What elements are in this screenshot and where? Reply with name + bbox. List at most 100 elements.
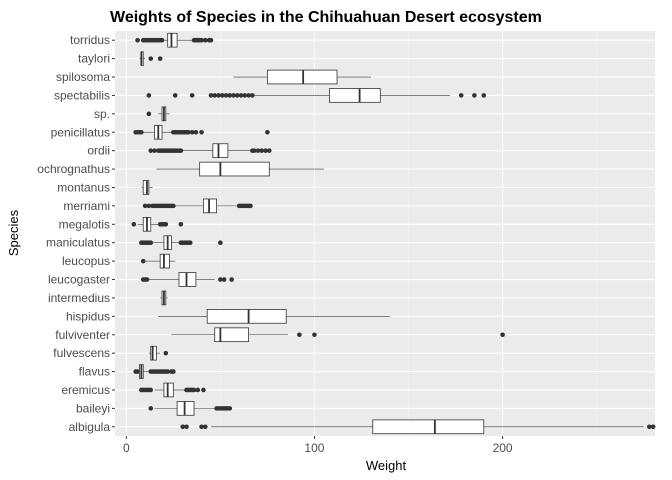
outlier-point — [216, 93, 221, 98]
outlier-point — [231, 93, 236, 98]
box-fulvescens — [148, 345, 169, 361]
outlier-point — [203, 424, 208, 430]
box-iqr — [203, 198, 218, 214]
y-tick-label: hispidus — [66, 309, 110, 323]
box-spectabilis — [146, 88, 487, 103]
y-tick-label: fulvescens — [53, 346, 110, 360]
box-torridus — [135, 32, 214, 48]
outlier-point — [131, 221, 137, 227]
boxes-group — [131, 32, 656, 435]
box-iqr — [176, 401, 195, 416]
y-tick-label: taylori — [78, 52, 110, 66]
outlier-point — [246, 93, 251, 98]
box-spilosoma — [233, 69, 371, 85]
y-tick-label: leucogaster — [48, 273, 110, 287]
outlier-point — [189, 129, 195, 135]
outlier-point — [227, 406, 233, 411]
outlier-point — [171, 369, 176, 374]
outlier-point — [212, 93, 218, 98]
outlier-point — [500, 332, 505, 338]
outlier-point — [165, 369, 170, 374]
x-tick-label: 100 — [304, 441, 324, 455]
outlier-point — [193, 129, 199, 135]
outlier-point — [135, 369, 140, 374]
box-megalotis — [131, 216, 184, 232]
outlier-point — [163, 221, 169, 227]
box-iqr — [372, 419, 485, 435]
outlier-point — [265, 129, 270, 135]
outlier-point — [178, 148, 184, 153]
outlier-point — [189, 93, 195, 98]
y-tick-label: penicillatus — [51, 125, 110, 139]
box-iqr — [178, 272, 197, 287]
outlier-point — [218, 240, 223, 246]
outlier-point — [157, 56, 163, 61]
outlier-point — [266, 148, 272, 153]
y-tick-label: sp. — [94, 107, 110, 121]
y-tick-label: albigula — [69, 420, 111, 434]
box-iqr — [214, 327, 249, 343]
outlier-point — [259, 148, 265, 153]
outlier-point — [481, 93, 487, 98]
outlier-point — [152, 148, 157, 153]
outlier-point — [146, 93, 152, 98]
y-tick-labels: torridus taylori spilosoma spectabilis sp. pe… — [37, 33, 115, 434]
x-tick-label: 200 — [493, 441, 513, 455]
outlier-point — [650, 424, 656, 430]
box-hispidus — [158, 309, 390, 324]
outlier-point — [140, 258, 146, 264]
outlier-point — [139, 129, 144, 135]
y-tick-label: fulviventer — [55, 328, 110, 342]
outlier-point — [227, 93, 233, 98]
outlier-point — [146, 111, 152, 117]
y-tick-label: ordii — [87, 144, 110, 158]
outlier-point — [223, 93, 229, 98]
outlier-point — [144, 277, 150, 282]
box-iqr — [199, 161, 270, 177]
y-tick-label: maniculatus — [46, 236, 110, 250]
outlier-point — [148, 387, 154, 393]
outlier-point — [208, 37, 214, 43]
box-ochrognathus — [156, 161, 324, 177]
outlier-point — [180, 424, 186, 430]
outlier-point — [172, 93, 178, 98]
outlier-point — [238, 93, 244, 98]
box-albigula — [180, 419, 656, 435]
outlier-point — [234, 93, 240, 98]
y-tick-label: eremicus — [61, 383, 110, 397]
box-iqr — [267, 69, 338, 85]
box-taylori — [139, 51, 163, 66]
box-iqr — [159, 253, 170, 269]
outlier-point — [458, 93, 464, 98]
y-axis-title: Species — [6, 209, 21, 256]
box-iqr — [167, 32, 178, 48]
outlier-point — [186, 129, 191, 135]
x-tick-label: 0 — [123, 441, 130, 455]
x-axis-title: Weight — [366, 458, 407, 473]
box-merriami — [142, 198, 253, 214]
outlier-point — [250, 93, 255, 98]
box-maniculatus — [139, 235, 223, 251]
outlier-point — [148, 148, 154, 153]
outlier-point — [148, 56, 154, 61]
box-leucogaster — [140, 272, 234, 287]
outlier-point — [229, 277, 234, 282]
box-iqr — [163, 382, 174, 398]
plot-panel — [115, 31, 655, 436]
outlier-point — [201, 387, 206, 393]
outlier-point — [255, 148, 261, 153]
outlier-point — [472, 93, 477, 98]
box-leucopus — [140, 253, 176, 269]
outlier-point — [263, 148, 268, 153]
outlier-point — [163, 350, 169, 356]
y-tick-label: leucopus — [62, 254, 110, 268]
outlier-point — [242, 93, 248, 98]
box-iqr — [329, 88, 381, 103]
box-iqr — [142, 180, 150, 195]
box-baileyi — [148, 401, 233, 416]
box-iqr — [206, 309, 287, 324]
box-flavus — [133, 364, 176, 379]
outlier-point — [148, 406, 154, 411]
x-tick-labels: 0 100 200 — [123, 436, 513, 455]
